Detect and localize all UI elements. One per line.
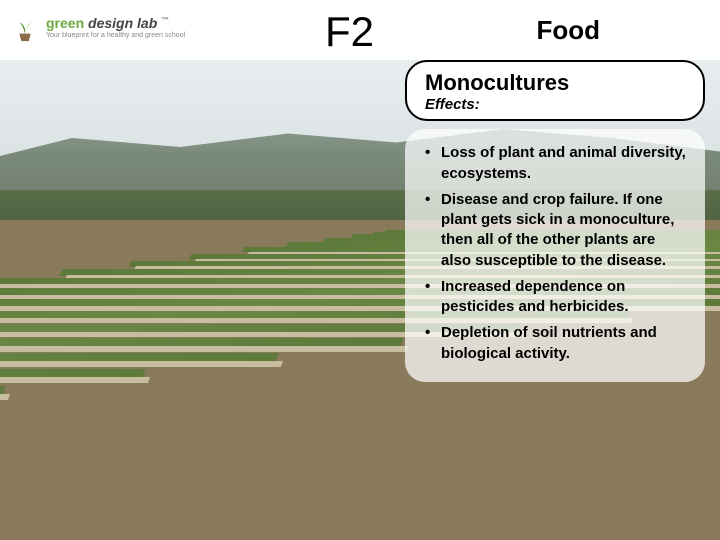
header: green design lab ™ Your blueprint for a … [0,0,720,60]
bullet-item: Loss of plant and animal diversity, ecos… [423,143,687,184]
title-pill: Monocultures Effects: [405,60,705,121]
logo-brand-design: design lab [88,15,157,31]
content-panel: Monocultures Effects: Loss of plant and … [405,60,705,382]
slide-title: Monocultures [425,70,685,96]
slide-code: F2 [325,8,374,56]
logo-text: green design lab ™ Your blueprint for a … [46,16,185,39]
logo-tagline: Your blueprint for a healthy and green s… [46,32,185,39]
bullet-item: Depletion of soil nutrients and biologic… [423,323,687,364]
bullets-box: Loss of plant and animal diversity, ecos… [405,129,705,382]
logo: green design lab ™ Your blueprint for a … [0,0,200,55]
category-label: Food [536,15,600,46]
logo-brand-green: green [46,15,84,31]
bullet-list: Loss of plant and animal diversity, ecos… [423,143,687,364]
slide-subtitle: Effects: [425,96,685,113]
logo-tm: ™ [161,15,169,24]
bullet-item: Disease and crop failure. If one plant g… [423,190,687,271]
bullet-item: Increased dependence on pesticides and h… [423,277,687,318]
leaf-pot-icon [10,13,40,43]
